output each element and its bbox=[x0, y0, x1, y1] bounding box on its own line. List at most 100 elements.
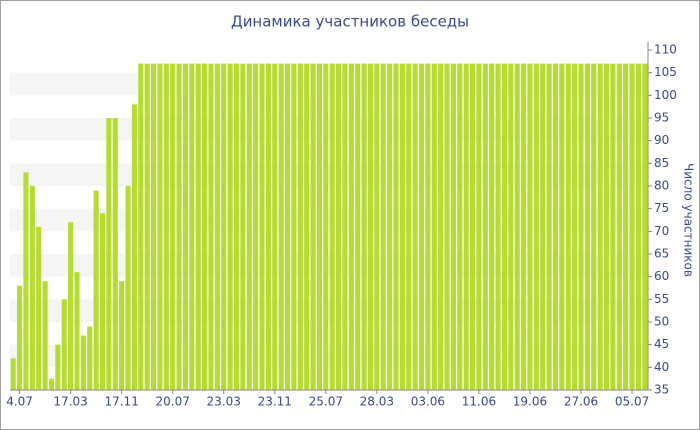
y-tick-label: 65 bbox=[654, 247, 669, 261]
bar bbox=[221, 63, 227, 390]
bar bbox=[176, 63, 182, 390]
bar bbox=[259, 63, 265, 390]
bar bbox=[323, 63, 329, 390]
bar bbox=[540, 63, 546, 390]
y-tick-label: 95 bbox=[654, 111, 669, 125]
bar bbox=[361, 63, 367, 390]
bar bbox=[253, 63, 259, 390]
bar bbox=[202, 63, 208, 390]
y-tick-label: 75 bbox=[654, 201, 669, 215]
x-tick-label: 23.11 bbox=[258, 395, 292, 409]
bar bbox=[208, 63, 214, 390]
bar bbox=[348, 63, 354, 390]
x-tick-label: 03.06 bbox=[411, 395, 445, 409]
bar bbox=[163, 63, 169, 390]
bar bbox=[578, 63, 584, 390]
bar bbox=[355, 63, 361, 390]
bar bbox=[87, 326, 93, 390]
bar bbox=[272, 63, 278, 390]
bar bbox=[36, 226, 42, 390]
y-tick-label: 110 bbox=[654, 43, 677, 57]
bar bbox=[527, 63, 533, 390]
bar bbox=[393, 63, 399, 390]
chart-title: Динамика участников беседы bbox=[231, 13, 469, 31]
grid-band bbox=[10, 299, 648, 322]
bar bbox=[642, 63, 648, 390]
grid-band bbox=[10, 254, 648, 277]
x-tick-label: 17.11 bbox=[104, 395, 138, 409]
bar bbox=[125, 186, 131, 390]
bar bbox=[476, 63, 482, 390]
bar bbox=[610, 63, 616, 390]
bar bbox=[93, 190, 99, 390]
x-tick-label: 19.06 bbox=[513, 395, 547, 409]
bar bbox=[291, 63, 297, 390]
bar bbox=[431, 63, 437, 390]
bar bbox=[74, 272, 80, 390]
bar bbox=[438, 63, 444, 390]
bar bbox=[342, 63, 348, 390]
y-tick-label: 80 bbox=[654, 179, 669, 193]
y-tick-label: 90 bbox=[654, 133, 669, 147]
bar bbox=[367, 63, 374, 390]
x-tick-label: 23.03 bbox=[207, 395, 241, 409]
bar bbox=[387, 63, 393, 390]
bar bbox=[425, 63, 431, 390]
bar bbox=[240, 63, 246, 390]
bar bbox=[597, 63, 603, 390]
bar bbox=[284, 63, 291, 390]
bar bbox=[150, 63, 157, 390]
bar bbox=[450, 63, 456, 390]
bar bbox=[495, 63, 501, 390]
bar bbox=[68, 222, 74, 390]
bar bbox=[80, 335, 86, 390]
bar bbox=[131, 104, 137, 391]
bar bbox=[623, 63, 629, 390]
y-tick-label: 55 bbox=[654, 292, 669, 306]
y-tick-label: 50 bbox=[654, 315, 669, 329]
bar bbox=[591, 63, 597, 390]
bar bbox=[444, 63, 450, 390]
x-tick-label: 20.07 bbox=[156, 395, 190, 409]
bar bbox=[501, 63, 508, 390]
bar bbox=[233, 63, 240, 390]
x-tick-label: 4.07 bbox=[6, 395, 33, 409]
bar bbox=[189, 63, 195, 390]
x-tick-label: 11.06 bbox=[462, 395, 496, 409]
bar bbox=[489, 63, 495, 390]
x-tick-label: 05.07 bbox=[615, 395, 649, 409]
bar bbox=[99, 213, 106, 390]
bar bbox=[42, 281, 48, 390]
bar bbox=[635, 63, 641, 390]
bar bbox=[552, 63, 559, 390]
bar bbox=[616, 63, 622, 390]
bar bbox=[584, 63, 590, 390]
grid-band bbox=[10, 118, 648, 141]
bar bbox=[565, 63, 571, 390]
y-tick-label: 60 bbox=[654, 269, 669, 283]
bar bbox=[418, 63, 425, 390]
y-tick-label: 35 bbox=[654, 383, 669, 397]
bar bbox=[119, 281, 125, 390]
bar bbox=[316, 63, 322, 390]
bar bbox=[214, 63, 220, 390]
y-tick-label: 100 bbox=[654, 88, 677, 102]
bar bbox=[406, 63, 412, 390]
bar bbox=[546, 63, 552, 390]
bar bbox=[629, 63, 635, 390]
bar bbox=[138, 63, 144, 390]
bar bbox=[144, 63, 150, 390]
bar bbox=[329, 63, 335, 390]
x-tick-label: 27.06 bbox=[564, 395, 598, 409]
bar bbox=[29, 186, 35, 390]
bar bbox=[227, 63, 233, 390]
x-tick-label: 25.07 bbox=[309, 395, 343, 409]
bar bbox=[380, 63, 386, 390]
bar bbox=[157, 63, 163, 390]
bar bbox=[246, 63, 252, 390]
bar bbox=[521, 63, 527, 390]
grid-band bbox=[10, 344, 648, 368]
bar bbox=[412, 63, 418, 390]
y-tick-label: 85 bbox=[654, 156, 669, 170]
